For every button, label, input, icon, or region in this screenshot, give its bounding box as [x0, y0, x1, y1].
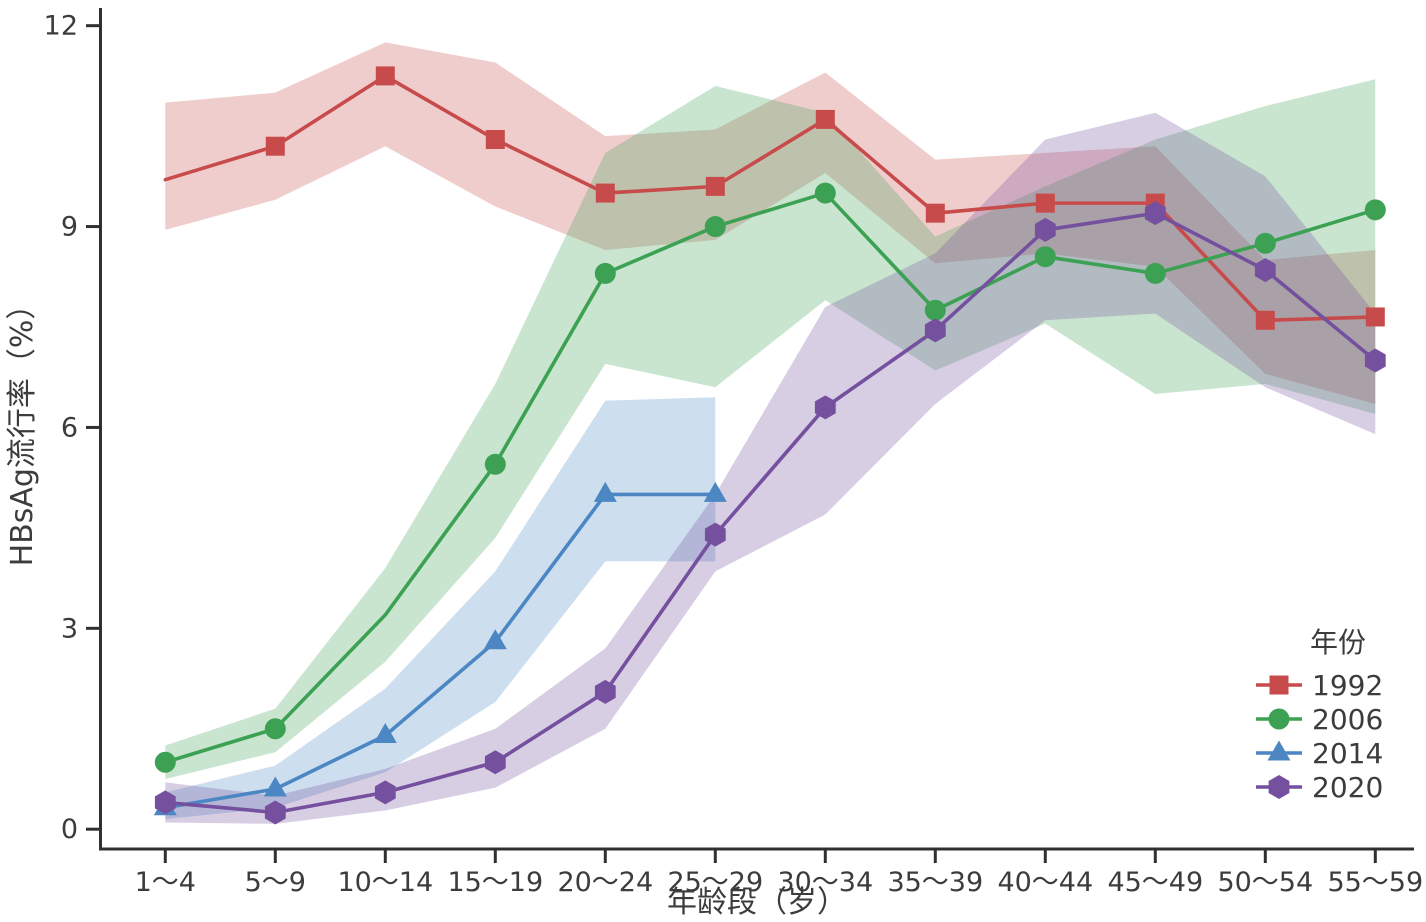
marker-2020-40～44: [1034, 217, 1056, 242]
legend-triangle-marker-icon: [1267, 740, 1291, 761]
marker-1992-10～14: [375, 66, 395, 86]
marker-2006-35～39: [924, 299, 946, 321]
legend-square-marker-icon: [1269, 675, 1289, 695]
marker-2020-25～29: [704, 522, 726, 547]
y-tick-label-6: 6: [61, 412, 78, 443]
series-lines-layer: [153, 66, 1386, 825]
ci-bands-layer: [165, 42, 1376, 824]
marker-2020-45～49: [1144, 201, 1166, 226]
x-tick-label-45～49: 45～49: [1107, 867, 1203, 898]
marker-2020-55～59: [1364, 348, 1386, 373]
x-tick-label-10～14: 10～14: [337, 867, 433, 898]
x-tick-label-30～34: 30～34: [777, 867, 873, 898]
marker-2020-50～54: [1254, 258, 1276, 283]
marker-1992-20～24: [595, 183, 615, 203]
legend-label-2006: 2006: [1312, 703, 1383, 736]
legend-label-2014: 2014: [1312, 737, 1383, 770]
y-axis-title: HBsAg流行率（%）: [5, 290, 40, 567]
marker-1992-15～19: [485, 130, 505, 150]
marker-2014-25～29: [703, 481, 727, 502]
x-axis-title: 年龄段（岁）: [667, 885, 847, 920]
marker-1992-50～54: [1255, 310, 1275, 330]
marker-2006-50～54: [1254, 232, 1276, 254]
x-tick-label-50～54: 50～54: [1217, 867, 1313, 898]
marker-1992-35～39: [925, 203, 945, 223]
series-line-2020: [163, 211, 1378, 815]
legend-entry-2006: 2006: [1256, 703, 1383, 736]
legend-entry-1992: 1992: [1256, 669, 1383, 702]
marker-2006-1～4: [154, 751, 176, 773]
marker-1992-30～34: [815, 109, 835, 129]
series-line-2014: [163, 492, 718, 810]
marker-2020-30～34: [814, 395, 836, 420]
marker-1992-25～29: [705, 176, 725, 196]
marker-1992-55～59: [1365, 307, 1385, 327]
y-tick-label-3: 3: [61, 613, 78, 644]
marker-2006-5～9: [264, 718, 286, 740]
marker-2020-20～24: [594, 679, 616, 704]
legend-entry-2014: 2014: [1256, 737, 1383, 770]
legend-entry-2020: 2020: [1256, 771, 1383, 804]
x-tick-label-55～59: 55～59: [1327, 867, 1423, 898]
marker-2006-25～29: [704, 216, 726, 238]
legend-title: 年份: [1310, 626, 1366, 659]
marker-2020-35～39: [924, 318, 946, 343]
marker-2006-20～24: [594, 262, 616, 284]
legend-label-2020: 2020: [1312, 771, 1383, 804]
marker-2014-10～14: [373, 722, 397, 743]
marker-2006-40～44: [1034, 246, 1056, 268]
marker-2006-15～19: [484, 453, 506, 475]
x-tick-label-1～4: 1～4: [135, 867, 196, 898]
ci-band-2006: [165, 79, 1376, 779]
y-tick-label-0: 0: [61, 814, 78, 845]
ci-band-2014: [165, 397, 716, 820]
marker-1992-40～44: [1035, 193, 1055, 213]
series-line-2006: [163, 191, 1378, 765]
marker-2014-5～9: [263, 776, 287, 797]
marker-2020-15～19: [484, 750, 506, 775]
legend-circle-marker-icon: [1268, 708, 1290, 730]
marker-2020-5～9: [264, 800, 286, 825]
marker-2006-45～49: [1144, 262, 1166, 284]
marker-2006-55～59: [1364, 199, 1386, 221]
y-tick-label-12: 12: [44, 11, 78, 42]
x-tick-label-40～44: 40～44: [997, 867, 1093, 898]
x-tick-label-25～29: 25～29: [667, 867, 763, 898]
marker-2006-30～34: [814, 182, 836, 204]
legend-label-1992: 1992: [1312, 669, 1383, 702]
x-tick-label-35～39: 35～39: [887, 867, 983, 898]
x-ticks-layer: 1～4 5～9 10～14 15～19 20～24 25～29 30～34 35～39 40～4…: [135, 849, 1423, 898]
x-tick-label-20～24: 20～24: [557, 867, 653, 898]
marker-2020-1～4: [154, 790, 176, 815]
marker-2020-10～14: [374, 780, 396, 805]
x-tick-label-5～9: 5～9: [245, 867, 306, 898]
legend-hexagon-marker-icon: [1268, 775, 1290, 799]
marker-2014-15～19: [483, 629, 507, 650]
ci-band-1992: [165, 42, 1376, 405]
x-tick-label-15～19: 15～19: [447, 867, 543, 898]
y-ticks-layer: 0 3 6 9 12: [44, 11, 100, 845]
marker-2014-20～24: [593, 481, 617, 502]
marker-1992-5～9: [265, 136, 285, 156]
y-tick-label-9: 9: [61, 212, 78, 243]
axes-layer: [99, 8, 1414, 851]
